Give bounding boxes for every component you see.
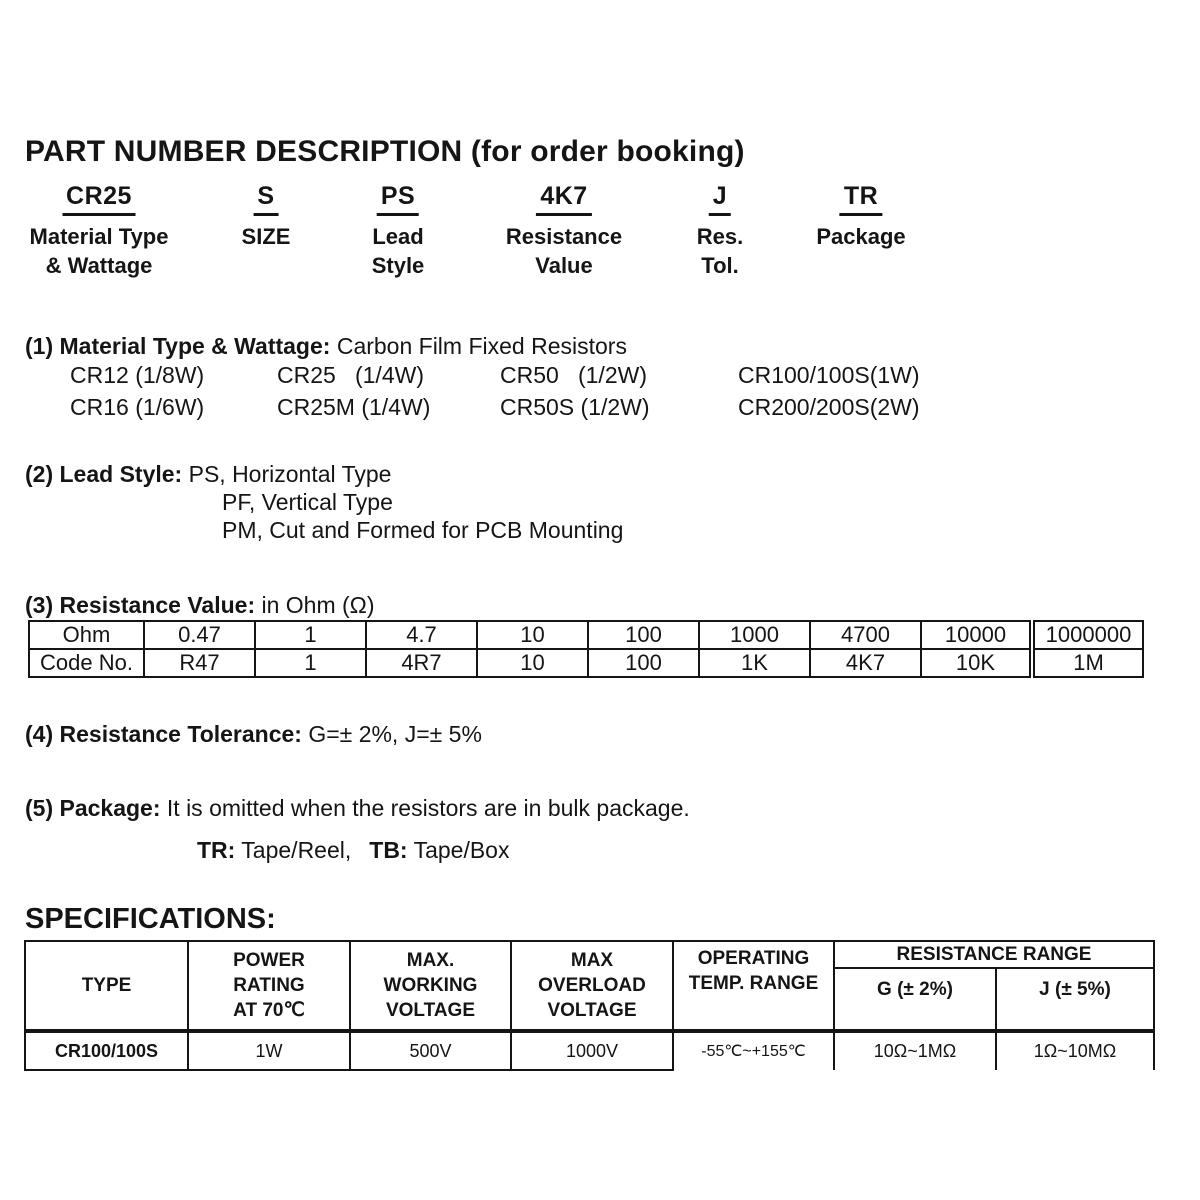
lead-style-line: PS, Horizontal Type (188, 461, 392, 487)
tape-reel-label: TR: (197, 837, 236, 863)
section-package-heading: (5) Package: It is omitted when the resi… (25, 795, 690, 822)
pn-col-package: TR Package (816, 183, 905, 251)
table-row: Ohm 0.47 1 4.7 10 100 1000 4700 10000 10… (28, 620, 1144, 650)
rv-cell: Code No. (28, 648, 145, 678)
rv-cell: 4.7 (365, 620, 478, 650)
section-number-heading: (4) Resistance Tolerance: (25, 721, 302, 747)
pn-col-tolerance: J Res. Tol. (697, 183, 743, 280)
material-row-cell: CR16 (1/6W) (70, 394, 205, 420)
rv-cell: R47 (143, 648, 256, 678)
spec-value-max-working: 500V (349, 1030, 512, 1071)
section-tolerance-heading: (4) Resistance Tolerance: G=± 2%, J=± 5% (25, 721, 482, 748)
resistance-value-table: Ohm 0.47 1 4.7 10 100 1000 4700 10000 10… (28, 620, 1144, 678)
spec-header-j: J (± 5%) (995, 967, 1155, 1033)
pn-label: & Wattage (45, 253, 153, 278)
specifications-heading: SPECIFICATIONS: (25, 903, 276, 935)
material-row-cell: CR12 (1/8W) (70, 362, 205, 388)
pn-label: SIZE (241, 224, 291, 249)
rv-cell: 1 (254, 620, 367, 650)
section-heading-rest: Carbon Film Fixed Resistors (330, 333, 627, 359)
pn-col-lead-style: PS Lead Style (372, 183, 425, 280)
spec-value-type: CR100/100S (24, 1030, 189, 1071)
page-title: PART NUMBER DESCRIPTION (for order booki… (25, 135, 745, 168)
table-row: CR100/100S 1W 500V 1000V -55℃~+155℃ 10Ω~… (24, 1030, 1155, 1071)
pn-code-size: S (253, 183, 279, 216)
rv-cell: 1K (698, 648, 811, 678)
rv-cell: 4R7 (365, 648, 478, 678)
pn-code-package: TR (839, 183, 883, 216)
pn-code-tolerance: J (708, 183, 732, 216)
pn-label: Resistance (505, 224, 623, 249)
spec-header-type: TYPE (24, 940, 189, 1033)
section-heading-rest: It is omitted when the resistors are in … (160, 795, 690, 821)
rv-cell: 1M (1029, 648, 1144, 678)
spec-value-g: 10Ω~1MΩ (833, 1030, 997, 1070)
spec-header-max-working: MAX. WORKING VOLTAGE (349, 940, 512, 1033)
pn-label: Package (816, 224, 906, 249)
spec-value-power: 1W (187, 1030, 351, 1071)
rv-cell: Ohm (28, 620, 145, 650)
rv-cell: 1000 (698, 620, 811, 650)
pn-col-resistance: 4K7 Resistance Value (506, 183, 622, 280)
section-number-heading: (5) Package: (25, 795, 161, 821)
spec-value-j: 1Ω~10MΩ (995, 1030, 1155, 1070)
section-number-heading: (2) Lead Style: (25, 461, 183, 487)
pn-col-material: CR25 Material Type & Wattage (30, 183, 169, 280)
material-row-cell: CR50 (1/2W) (500, 362, 647, 388)
material-row-cell: CR100/100S(1W) (738, 362, 920, 388)
lead-style-line: PF, Vertical Type (222, 489, 393, 515)
tape-box-label: TB: (369, 837, 408, 863)
material-row-cell: CR50S (1/2W) (500, 394, 650, 420)
section-lead-style-heading: (2) Lead Style: PS, Horizontal Type (25, 461, 391, 488)
rv-cell: 10 (476, 648, 589, 678)
package-tape-line: TR: Tape/Reel, TB: Tape/Box (197, 837, 509, 864)
rv-cell: 1 (254, 648, 367, 678)
spec-header-operating: OPERATING TEMP. RANGE (672, 940, 835, 1033)
pn-code-lead-style: PS (376, 183, 420, 216)
tape-reel-value: Tape/Reel, (235, 837, 352, 863)
section-number-heading: (1) Material Type & Wattage: (25, 333, 331, 359)
section-heading-rest: G=± 2%, J=± 5% (301, 721, 482, 747)
material-row-cell: CR200/200S(2W) (738, 394, 920, 420)
specifications-table: TYPE POWER RATING AT 70℃ MAX. WORKING VO… (24, 940, 1155, 1071)
pn-col-size: S SIZE (242, 183, 291, 251)
pn-label: Lead (372, 224, 424, 249)
spec-value-operating: -55℃~+155℃ (672, 1030, 835, 1070)
section-heading-rest: in Ohm (Ω) (255, 592, 375, 618)
tape-box-value: Tape/Box (407, 837, 510, 863)
rv-cell: 10000 (920, 620, 1033, 650)
rv-cell: 0.47 (143, 620, 256, 650)
lead-style-line: PM, Cut and Formed for PCB Mounting (222, 517, 624, 543)
spec-header-power: POWER RATING AT 70℃ (187, 940, 351, 1033)
material-row-cell: CR25M (1/4W) (277, 394, 431, 420)
table-row: Code No. R47 1 4R7 10 100 1K 4K7 10K 1M (28, 648, 1144, 678)
spec-header-resistance-range: RESISTANCE RANGE (833, 940, 1155, 969)
section-material-heading: (1) Material Type & Wattage: Carbon Film… (25, 333, 627, 360)
table-row: TYPE POWER RATING AT 70℃ MAX. WORKING VO… (24, 940, 1155, 1033)
section-number-heading: (3) Resistance Value: (25, 592, 256, 618)
pn-code-material: CR25 (62, 183, 136, 216)
rv-cell: 100 (587, 648, 700, 678)
spec-header-max-overload: MAX OVERLOAD VOLTAGE (510, 940, 674, 1033)
pn-label: Style (371, 253, 425, 278)
rv-cell: 1000000 (1029, 620, 1144, 650)
pn-label: Res. (696, 224, 744, 249)
pn-label: Value (535, 253, 593, 278)
pn-label: Material Type (29, 224, 169, 249)
material-row-cell: CR25 (1/4W) (277, 362, 424, 388)
rv-cell: 100 (587, 620, 700, 650)
rv-cell: 10K (920, 648, 1033, 678)
spec-header-g: G (± 2%) (833, 967, 997, 1033)
rv-cell: 4K7 (809, 648, 922, 678)
section-resistance-heading: (3) Resistance Value: in Ohm (Ω) (25, 592, 375, 619)
pn-code-resistance: 4K7 (536, 183, 592, 216)
spec-value-max-overload: 1000V (510, 1030, 674, 1071)
pn-label: Tol. (701, 253, 739, 278)
rv-cell: 10 (476, 620, 589, 650)
table-row: G (± 2%) J (± 5%) (25, 967, 1155, 1033)
rv-cell: 4700 (809, 620, 922, 650)
